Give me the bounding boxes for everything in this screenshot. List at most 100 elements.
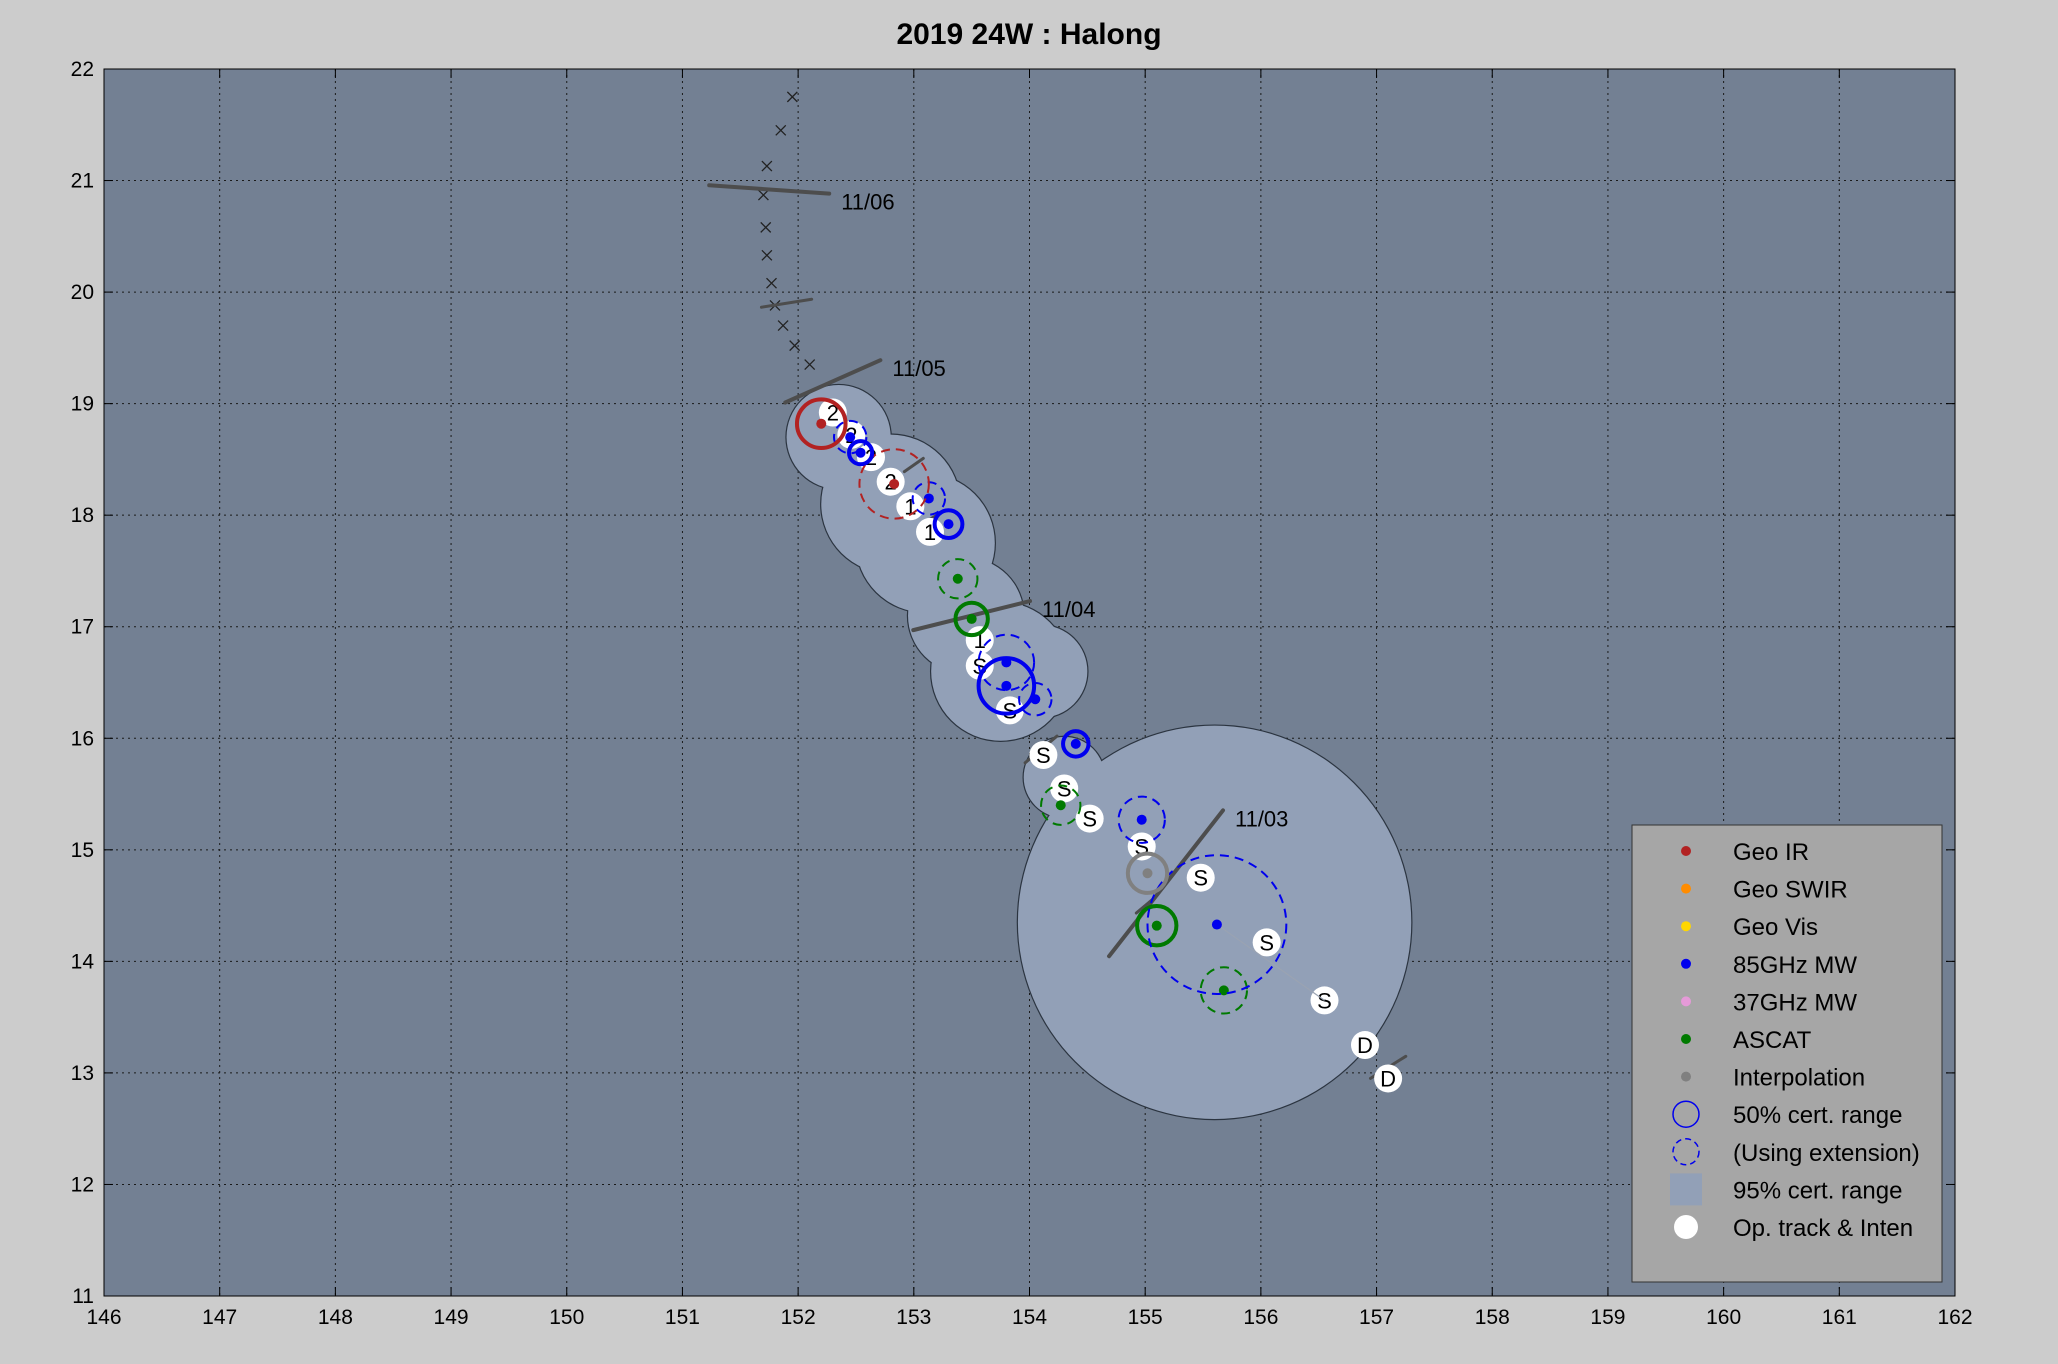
forecast-track	[757, 91, 816, 371]
fix-dot-mw85	[1070, 738, 1081, 749]
fix-dot-ascat	[952, 573, 963, 584]
legend-swatch-dot	[1681, 921, 1691, 932]
op-track-marker	[995, 696, 1024, 725]
op-track-label: D	[1357, 1033, 1373, 1058]
legend-label: 50% cert. range	[1733, 1102, 1902, 1129]
fix-certainty-ring	[794, 397, 848, 451]
legend-box	[1631, 824, 1943, 1283]
x-tick-label: 160	[1706, 1306, 1741, 1329]
forecast-point	[766, 277, 777, 289]
fix-dot-geo_ir	[889, 478, 900, 489]
legend-label: Geo SWIR	[1733, 877, 1848, 904]
fix-extension-ring	[858, 448, 930, 520]
op-track-label: S	[1259, 930, 1274, 955]
legend-label: Op. track & Inten	[1733, 1215, 1913, 1242]
legend-label: 37GHz MW	[1733, 989, 1857, 1016]
legend: Geo IR Geo SWIR Geo Vis 85GHz MW 37GHz MW ASC…	[1631, 824, 1943, 1283]
fix-dot-mw85	[1001, 657, 1012, 668]
x-tick-label: 154	[1012, 1306, 1047, 1329]
op-track-marker	[1029, 741, 1058, 770]
minor-date-bar	[902, 456, 925, 474]
date-label: 11/05	[892, 356, 945, 381]
x-tick-label: 159	[1590, 1306, 1625, 1329]
fix-extension-ring	[832, 419, 868, 455]
fix-dot-mw85	[1211, 919, 1222, 930]
fix-extension-ring	[1199, 966, 1248, 1015]
y-tick-label: 22	[71, 58, 94, 81]
forecast-point	[761, 249, 773, 261]
fix-dot-ascat	[1151, 920, 1162, 931]
grid-lines	[104, 69, 1955, 1296]
op-track-marker	[1252, 928, 1281, 957]
legend-swatch-dot	[1681, 1071, 1691, 1082]
op-track-label: D	[1380, 1066, 1396, 1091]
fix-certainty-ring	[953, 600, 990, 638]
fix-extension-ring	[1040, 784, 1082, 826]
x-tick-label: 155	[1128, 1306, 1163, 1329]
x-tick-label: 152	[781, 1306, 816, 1329]
y-tick-label: 15	[71, 839, 94, 862]
y-tick-label: 18	[71, 504, 94, 527]
fix-dot-geo_ir	[816, 418, 827, 429]
x-tick-label: 162	[1937, 1306, 1972, 1329]
op-track-marker	[1350, 1031, 1379, 1060]
fix-dot-ascat	[966, 613, 977, 624]
y-tick-label: 19	[71, 393, 94, 416]
x-tick-label: 158	[1475, 1306, 1510, 1329]
y-tick-label: 13	[71, 1062, 94, 1085]
date-bar	[707, 183, 832, 196]
op-track-marker	[1374, 1064, 1403, 1093]
x-tick-label: 151	[665, 1306, 700, 1329]
legend-label: Interpolation	[1733, 1065, 1865, 1092]
forecast-point	[760, 221, 772, 233]
x-tick-label: 150	[549, 1306, 584, 1329]
fix-dot-interp	[1142, 868, 1153, 879]
minor-date-bar	[759, 297, 814, 309]
legend-label: ASCAT	[1733, 1027, 1812, 1054]
forecast-point	[804, 359, 816, 371]
legend-swatch-dot	[1681, 996, 1691, 1007]
x-tick-label: 146	[86, 1306, 121, 1329]
y-tick-label: 20	[71, 281, 94, 304]
y-tick-label: 14	[71, 950, 95, 973]
fix-extension-ring	[977, 633, 1036, 692]
forecast-point	[786, 91, 798, 103]
fix-dot-mw85	[845, 432, 856, 443]
op-track-label: S	[1036, 743, 1051, 768]
fix-dot-mw85	[943, 519, 954, 530]
fix-dot-mw85	[923, 493, 934, 504]
x-tick-label: 153	[896, 1306, 931, 1329]
legend-swatch-dot	[1681, 846, 1691, 856]
fix-dot-ascat	[1055, 800, 1066, 811]
chart-title: 2019 24W : Halong	[896, 18, 1161, 51]
fix-certainty-ring	[1125, 851, 1170, 895]
forecast-point	[777, 320, 789, 332]
fix-certainty-ring	[1135, 904, 1179, 948]
op-track-marker	[1075, 804, 1104, 833]
date-label: 11/04	[1042, 597, 1095, 622]
fix-extension-ring	[937, 558, 979, 600]
fix-dot-mw85	[1136, 814, 1147, 825]
y-tick-label: 16	[71, 727, 94, 750]
legend-label: 95% cert. range	[1733, 1177, 1902, 1204]
legend-label: 85GHz MW	[1733, 952, 1857, 979]
fix-dot-ascat	[1218, 985, 1229, 996]
x-tick-label: 161	[1822, 1306, 1857, 1329]
forecast-point	[775, 124, 787, 136]
x-tick-label: 149	[434, 1306, 469, 1329]
fix-certainty-ring	[932, 508, 965, 540]
y-tick-label: 11	[72, 1285, 94, 1308]
fix-certainty-ring	[847, 439, 875, 467]
date-bar	[783, 358, 883, 405]
legend-swatch-square	[1670, 1173, 1702, 1206]
legend-label: Geo IR	[1733, 839, 1809, 866]
legend-label: (Using extension)	[1733, 1140, 1920, 1167]
legend-label: Geo Vis	[1733, 914, 1818, 941]
fix-dot-mw85	[1001, 680, 1012, 691]
fix-connector	[1216, 924, 1325, 1001]
fix-extension-ring	[1117, 795, 1166, 844]
axis-ticks: 146 147 148 149 150 151 152 153 154 155 156 157 158 1…	[71, 58, 1973, 1329]
legend-swatch-dot	[1681, 883, 1691, 894]
op-track-label: S	[1002, 698, 1017, 723]
